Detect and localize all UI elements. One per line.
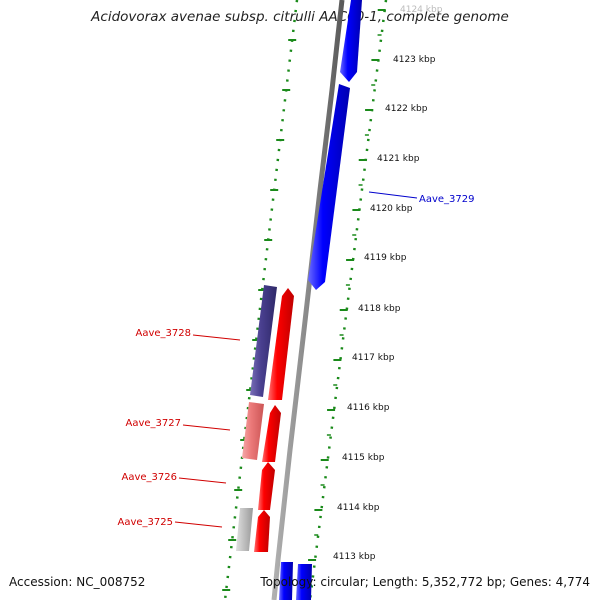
tick-label: 4124 kbp (400, 5, 443, 15)
scale-tick-labels: 4124 kbp 4123 kbp 4122 kbp 4121 kbp 4120… (333, 5, 443, 562)
gene-label-aave-3725[interactable]: Aave_3725 (118, 517, 174, 528)
gene-label-aave-3726[interactable]: Aave_3726 (122, 472, 178, 483)
tick-label: 4119 kbp (364, 253, 407, 263)
tick-label: 4116 kbp (347, 403, 390, 413)
accession-text: Accession: NC_008752 (9, 575, 146, 589)
gene-aave-3728b-arrow[interactable] (268, 288, 294, 400)
tick-label: 4117 kbp (352, 353, 395, 363)
gene-bottom-blue-1[interactable] (279, 562, 293, 600)
tick-label: 4115 kbp (342, 453, 385, 463)
gene-label-aave-3728[interactable]: Aave_3728 (136, 328, 192, 339)
gene-bottom-blue-2[interactable] (296, 564, 312, 600)
gene-aave-3725-arrow[interactable] (254, 510, 270, 552)
tick-label: 4123 kbp (393, 55, 436, 65)
gene-label-aave-3729[interactable]: Aave_3729 (419, 194, 475, 205)
tick-label: 4118 kbp (358, 304, 401, 314)
gene-aave-3730-arrow[interactable] (340, 0, 362, 82)
scale-ticks (222, 9, 386, 591)
map-title: Acidovorax avenae subsp. citrulli AAC00-… (91, 9, 509, 25)
gene-aave-3729-arrow[interactable] (308, 84, 350, 290)
gene-aave-3726-arrow[interactable] (258, 462, 275, 510)
tick-label: 4120 kbp (370, 204, 413, 214)
gene-aave-3727-pink-arrow[interactable] (242, 402, 264, 460)
gene-label-aave-3727[interactable]: Aave_3727 (126, 418, 182, 429)
tick-label: 4121 kbp (377, 154, 420, 164)
tick-label: 4114 kbp (337, 503, 380, 513)
tick-label: 4113 kbp (333, 552, 376, 562)
gene-aave-3727-arrow[interactable] (262, 405, 281, 462)
gene-aave-3728-arrow[interactable] (250, 285, 277, 397)
genome-summary-text: Topology: circular; Length: 5,352,772 bp… (260, 575, 590, 589)
gene-labels: Aave_3729 Aave_3728 Aave_3727 Aave_3726 … (118, 191, 475, 528)
gene-aave-3725-grey-arrow[interactable] (236, 508, 253, 551)
scale-rings (224, 0, 388, 599)
tick-label: 4122 kbp (385, 104, 428, 114)
